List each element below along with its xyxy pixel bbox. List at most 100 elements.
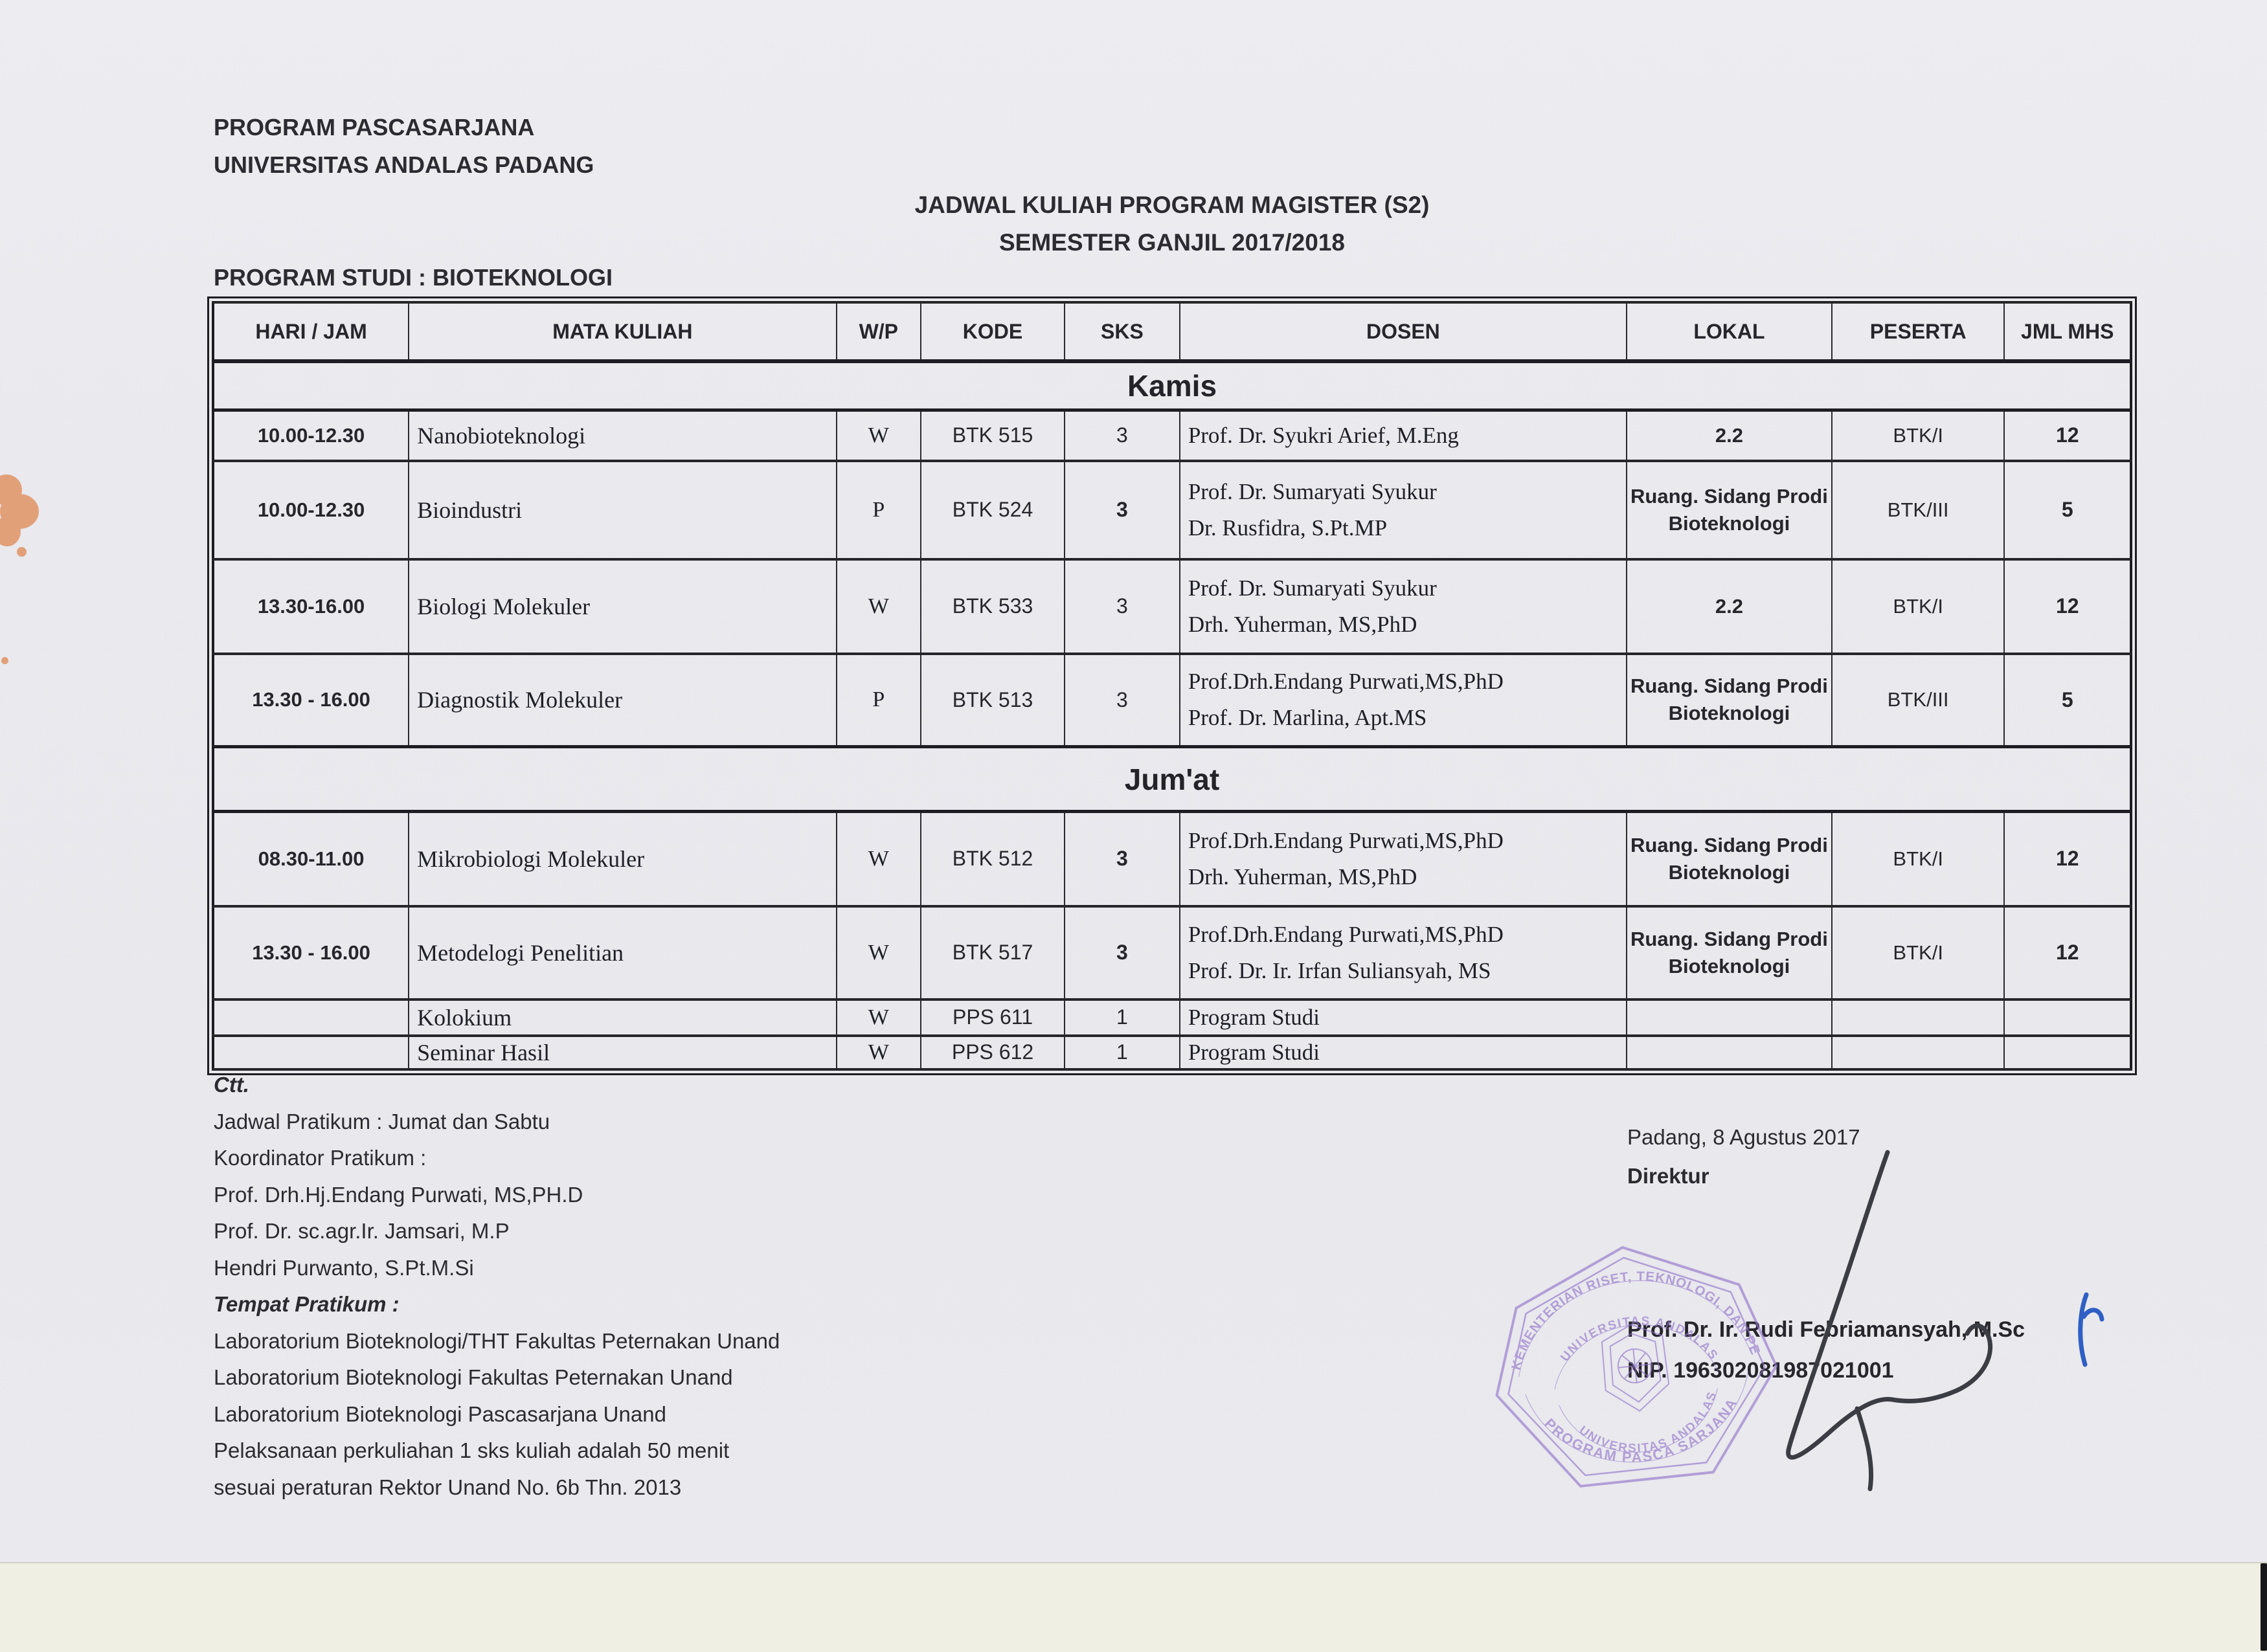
column-header-hari-jam: HARI / JAM bbox=[212, 301, 410, 363]
org-line-1: PROGRAM PASCASARJANA bbox=[214, 114, 535, 140]
schedule-table-wrapper: HARI / JAM MATA KULIAH W/P KODE SKS DOSEN LOKA… bbox=[207, 296, 2137, 1075]
cell-mata-kuliah: Mikrobiologi Molekuler bbox=[408, 810, 837, 908]
cell-jml-mhs: 12 bbox=[2003, 904, 2132, 1001]
cell-peserta: BTK/I bbox=[1831, 557, 2005, 655]
dosen-line: Prof. Dr. Sumaryati Syukur bbox=[1188, 575, 1437, 601]
cell-jml-mhs bbox=[2003, 998, 2132, 1037]
cell-peserta: BTK/III bbox=[1831, 652, 2005, 748]
cell-lokal: 2.2 bbox=[1625, 557, 1833, 655]
cell-lokal bbox=[1625, 998, 1833, 1037]
cell-peserta bbox=[1831, 1034, 2005, 1071]
dosen-line: Prof.Drh.Endang Purwati,MS,PhD bbox=[1188, 827, 1504, 853]
cell-sks: 3 bbox=[1064, 652, 1180, 748]
organization-header: PROGRAM PASCASARJANA UNIVERSITAS ANDALAS… bbox=[214, 109, 594, 184]
cell-hari-jam: 13.30 - 16.00 bbox=[212, 652, 410, 748]
note-line: Prof. Dr. sc.agr.Ir. Jamsari, M.P bbox=[214, 1219, 510, 1243]
column-header-jml-mhs: JML MHS bbox=[2003, 301, 2132, 363]
note-line: Koordinator Pratikum : bbox=[214, 1146, 427, 1170]
cell-mata-kuliah: Metodelogi Penelitian bbox=[408, 904, 837, 1001]
note-line: Pelaksanaan perkuliahan 1 sks kuliah ada… bbox=[214, 1438, 730, 1462]
column-header-lokal: LOKAL bbox=[1625, 301, 1833, 363]
course-name: Diagnostik Molekuler bbox=[417, 687, 623, 713]
cell-wp: P bbox=[835, 652, 921, 748]
cell-kode: BTK 517 bbox=[919, 904, 1066, 1001]
cell-mata-kuliah: Biologi Molekuler bbox=[408, 557, 837, 655]
cell-peserta: BTK/I bbox=[1831, 408, 2005, 462]
course-name: Bioindustri bbox=[417, 497, 523, 523]
cell-hari-jam: 13.30 - 16.00 bbox=[212, 904, 410, 1001]
cell-wp: W bbox=[835, 408, 921, 462]
cell-lokal: Ruang. Sidang Prodi Bioteknologi bbox=[1625, 652, 1833, 748]
dosen-line: Program Studi bbox=[1188, 1004, 1320, 1030]
cell-peserta bbox=[1831, 998, 2005, 1037]
cell-dosen: Prof.Drh.Endang Purwati,MS,PhD Prof. Dr. … bbox=[1179, 652, 1627, 748]
schedule-row: 13.30 - 16.00 Metodelogi Penelitian W BTK 5… bbox=[212, 904, 2132, 1001]
cell-sks: 1 bbox=[1064, 1034, 1180, 1071]
cell-sks: 3 bbox=[1064, 459, 1180, 561]
dosen-line: Prof. Dr. Syukri Arief, M.Eng bbox=[1188, 422, 1459, 448]
note-line: Jadwal Pratikum : Jumat dan Sabtu bbox=[214, 1109, 550, 1133]
dosen-line: Prof.Drh.Endang Purwati,MS,PhD bbox=[1188, 921, 1504, 947]
note-line: Prof. Drh.Hj.Endang Purwati, MS,PH.D bbox=[214, 1182, 583, 1207]
title-line-2: SEMESTER GANJIL 2017/2018 bbox=[998, 229, 1345, 256]
scanner-background-strip bbox=[0, 1562, 2267, 1652]
cell-mata-kuliah: Diagnostik Molekuler bbox=[408, 652, 837, 748]
dosen-line: Prof. Dr. Ir. Irfan Suliansyah, MS bbox=[1188, 957, 1491, 983]
column-header-mata-kuliah: MATA KULIAH bbox=[408, 301, 837, 363]
cell-dosen: Prof. Dr. Sumaryati Syukur Drh. Yuherman,… bbox=[1179, 557, 1627, 655]
cell-dosen: Prof. Dr. Sumaryati Syukur Dr. Rusfidra, … bbox=[1179, 459, 1627, 561]
cell-hari-jam bbox=[212, 998, 410, 1037]
cell-hari-jam: 13.30-16.00 bbox=[212, 557, 410, 655]
cell-kode: BTK 515 bbox=[919, 408, 1066, 462]
cell-lokal: Ruang. Sidang Prodi Bioteknologi bbox=[1625, 459, 1833, 561]
cell-wp: W bbox=[835, 557, 921, 655]
scanner-edge-mark bbox=[2261, 1563, 2267, 1651]
cell-jml-mhs: 12 bbox=[2003, 408, 2132, 462]
column-header-sks: SKS bbox=[1064, 301, 1180, 363]
cell-sks: 3 bbox=[1064, 557, 1180, 655]
cell-kode: BTK 524 bbox=[919, 459, 1066, 561]
cell-hari-jam: 08.30-11.00 bbox=[212, 810, 410, 908]
column-header-dosen: DOSEN bbox=[1179, 301, 1627, 363]
course-name: Metodelogi Penelitian bbox=[417, 939, 624, 966]
dosen-line: Prof. Dr. Sumaryati Syukur bbox=[1188, 478, 1437, 504]
stamp-emblem bbox=[1601, 1324, 1670, 1412]
cell-kode: BTK 513 bbox=[919, 652, 1066, 748]
column-header-peserta: PESERTA bbox=[1831, 301, 2005, 363]
note-line: Tempat Pratikum : bbox=[214, 1292, 400, 1316]
schedule-row: Seminar Hasil W PPS 612 1 Program Studi bbox=[212, 1034, 2132, 1071]
cell-jml-mhs: 12 bbox=[2003, 810, 2132, 908]
cell-wp: W bbox=[835, 810, 921, 908]
day-label: Jum'at bbox=[212, 745, 2132, 813]
note-line: sesuai peraturan Rektor Unand No. 6b Thn… bbox=[214, 1475, 682, 1499]
note-line: Laboratorium Bioteknologi Pascasarjana U… bbox=[214, 1401, 666, 1426]
schedule-table: HARI / JAM MATA KULIAH W/P KODE SKS DOSEN LOKA… bbox=[212, 301, 2132, 1071]
course-name: Kolokium bbox=[417, 1004, 512, 1031]
cell-mata-kuliah: Bioindustri bbox=[408, 459, 837, 561]
cell-sks: 3 bbox=[1064, 810, 1180, 908]
director-title: Direktur bbox=[1627, 1164, 1709, 1188]
signature-ink bbox=[1786, 1150, 1992, 1491]
note-line: Laboratorium Bioteknologi/THT Fakultas P… bbox=[214, 1328, 780, 1353]
place-date-line: Padang, 8 Agustus 2017 bbox=[1627, 1125, 1860, 1149]
day-label: Kamis bbox=[212, 359, 2132, 412]
schedule-row: 10.00-12.30 Nanobioteknologi W BTK 515 3 Prof… bbox=[212, 408, 2132, 462]
note-line: Hendri Purwanto, S.Pt.M.Si bbox=[214, 1255, 474, 1280]
footnotes-block: Ctt. Jadwal Pratikum : Jumat dan Sabtu Koo… bbox=[214, 1067, 780, 1506]
cell-dosen: Program Studi bbox=[1179, 1034, 1627, 1071]
schedule-row: 10.00-12.30 Bioindustri P BTK 524 3 Prof. Dr.… bbox=[212, 459, 2132, 561]
cell-mata-kuliah: Kolokium bbox=[408, 998, 837, 1037]
dosen-line: Drh. Yuherman, MS,PhD bbox=[1188, 864, 1417, 889]
schedule-row: 13.30-16.00 Biologi Molekuler W BTK 533 3 Pro… bbox=[212, 557, 2132, 655]
official-stamp: KEMENTERIAN RISET, TEKNOLOGI, DAN PENDID… bbox=[1471, 1226, 1778, 1488]
cell-hari-jam: 10.00-12.30 bbox=[212, 408, 410, 462]
cell-wp: W bbox=[835, 1034, 921, 1071]
cell-wp: P bbox=[835, 459, 921, 561]
cell-dosen: Program Studi bbox=[1179, 998, 1627, 1037]
dosen-line: Dr. Rusfidra, S.Pt.MP bbox=[1188, 515, 1388, 541]
cell-peserta: BTK/I bbox=[1831, 810, 2005, 908]
cell-kode: PPS 612 bbox=[919, 1034, 1066, 1071]
cell-hari-jam: 10.00-12.30 bbox=[212, 459, 410, 561]
cell-dosen: Prof.Drh.Endang Purwati,MS,PhD Drh. Yuher… bbox=[1179, 810, 1627, 908]
cell-dosen: Prof.Drh.Endang Purwati,MS,PhD Prof. Dr. … bbox=[1179, 904, 1627, 1001]
